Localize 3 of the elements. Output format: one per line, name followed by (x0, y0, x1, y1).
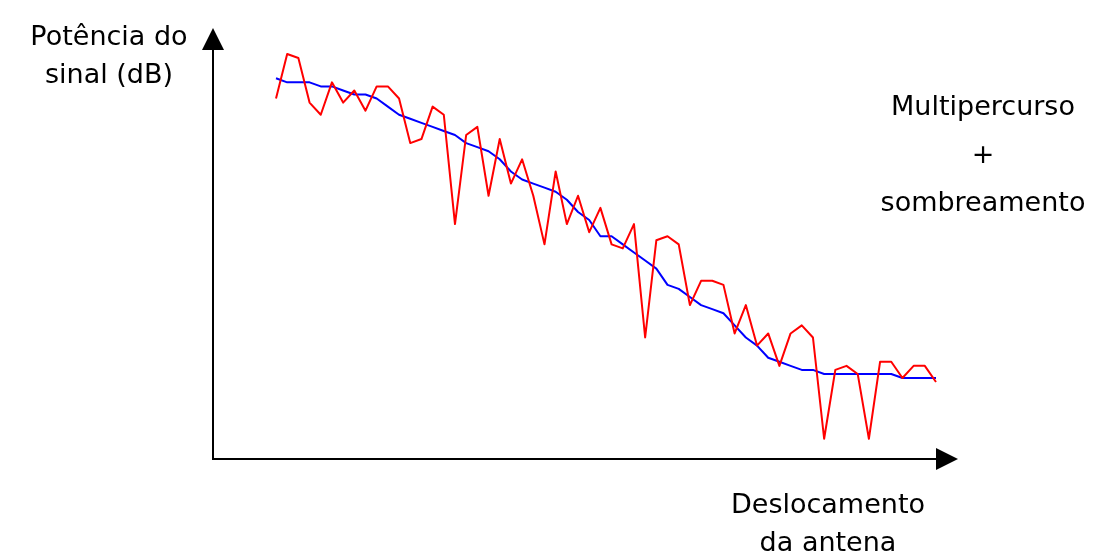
y-axis-title: Potência do sinal (dB) (29, 19, 189, 91)
annotation: Multipercurso + sombreamento (880, 89, 1086, 219)
x-axis-title: Deslocamento da antena (730, 487, 926, 559)
